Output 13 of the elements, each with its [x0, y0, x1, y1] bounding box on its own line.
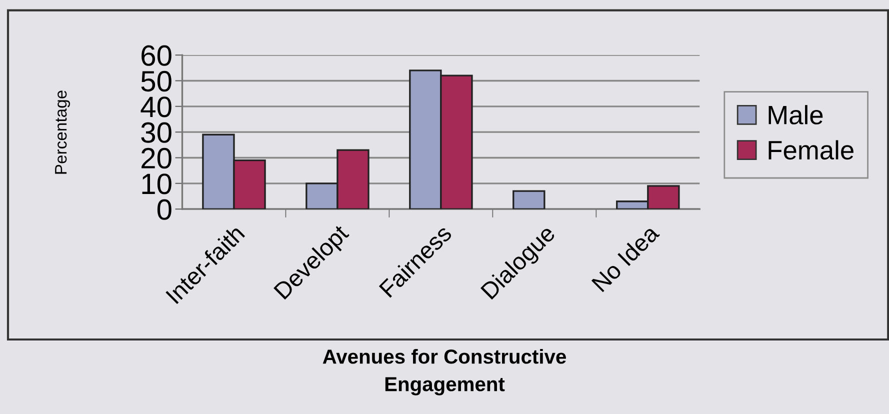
- legend-label: Female: [768, 140, 854, 160]
- bar: [512, 190, 546, 210]
- y-axis-title: Percentage: [55, 90, 70, 174]
- y-tick-label: 30: [141, 122, 172, 143]
- text: Avenues for Constructive Engagement: [322, 348, 566, 396]
- y-tick-label: 60: [142, 45, 172, 66]
- x-tick-label: No Idea: [590, 222, 660, 292]
- y-tick-label: 10: [142, 174, 172, 194]
- y-tick-label: 0: [157, 199, 172, 220]
- y-tick-label: 20: [142, 148, 172, 169]
- y-tick-label: 50: [141, 70, 172, 92]
- legend-label: Male: [768, 105, 823, 124]
- y-tick-label: 40: [140, 96, 172, 118]
